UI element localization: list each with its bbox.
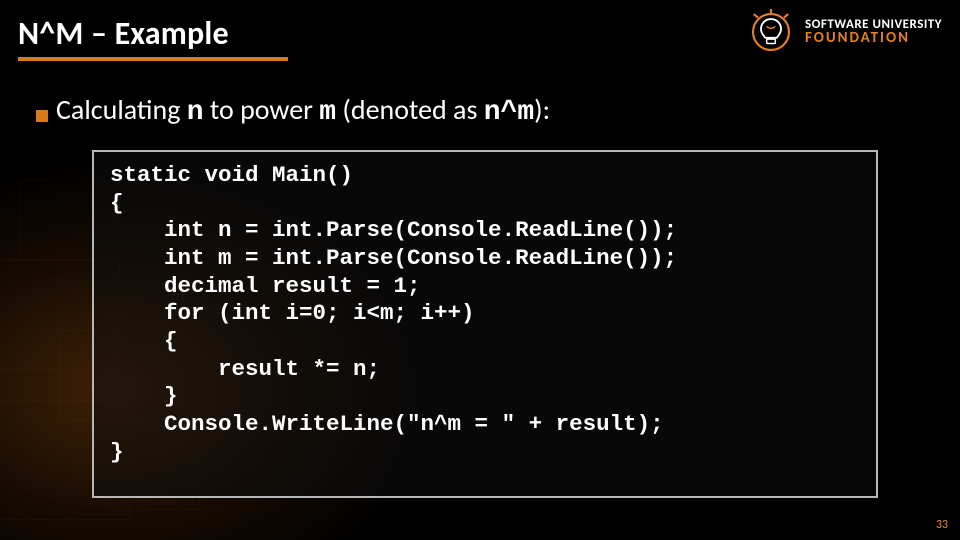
logo: SOFTWARE UNIVERSITY FOUNDATION	[747, 8, 942, 56]
bullet-seg-3: (denoted as	[336, 92, 484, 127]
title-underline	[18, 57, 288, 61]
slide-title-block: N^M – Example	[18, 14, 288, 61]
bullet-seg-2: to power	[204, 92, 320, 127]
page-number: 33	[936, 518, 948, 532]
code-block: static void Main() { int n = int.Parse(C…	[92, 150, 878, 498]
logo-line2: FOUNDATION	[805, 31, 942, 46]
bullet-n: n	[187, 97, 204, 128]
bullet-nm: n^m	[484, 97, 534, 128]
bullet-seg-1: Calculating	[56, 92, 187, 127]
bullet-m: m	[319, 97, 336, 128]
code-content: static void Main() { int n = int.Parse(C…	[110, 162, 860, 466]
bullet-icon	[36, 110, 48, 122]
bullet-seg-4: ):	[534, 92, 550, 127]
bullet-text: Calculating n to power m (denoted as n^m…	[56, 92, 550, 128]
lightbulb-icon	[747, 8, 795, 56]
bullet-item: Calculating n to power m (denoted as n^m…	[36, 92, 550, 128]
slide-title: N^M – Example	[18, 14, 288, 53]
logo-text: SOFTWARE UNIVERSITY FOUNDATION	[805, 18, 942, 46]
